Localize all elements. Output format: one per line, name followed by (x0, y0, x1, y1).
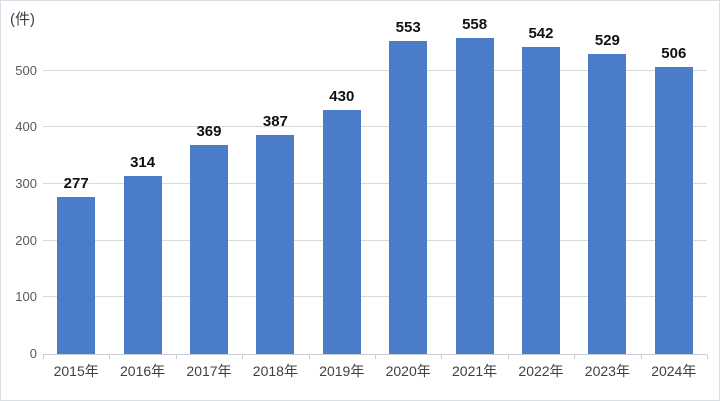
bar-slot: 553 (375, 19, 441, 354)
y-axis-unit-label: (件) (10, 11, 35, 28)
bar-value-label: 277 (63, 175, 89, 193)
bar-value-label: 529 (594, 32, 620, 50)
bar-slot: 558 (441, 16, 507, 354)
bar (256, 134, 295, 354)
x-axis-tick (43, 355, 44, 359)
x-axis-tick (441, 355, 443, 359)
bar-slot: 314 (109, 31, 175, 354)
x-axis-tick (109, 355, 111, 359)
x-tick-label: 2017年 (186, 363, 232, 379)
y-tick-label: 200 (15, 232, 37, 248)
x-tick-label: 2024年 (651, 363, 697, 379)
x-axis-tick (507, 355, 509, 359)
x-axis-tick (707, 355, 708, 359)
bar (123, 176, 162, 354)
bar-slot: 542 (508, 25, 574, 354)
bar-value-label: 430 (329, 88, 355, 106)
gridline (43, 126, 707, 128)
bar-slot: 529 (574, 31, 640, 354)
x-axis-tick (640, 355, 642, 359)
x-tick-label: 2020年 (385, 363, 431, 379)
x-tick-label: 2016年 (120, 363, 166, 379)
y-tick-label: 100 (15, 289, 37, 305)
bar (455, 37, 494, 354)
bar (322, 110, 361, 354)
x-tick-label: 2023年 (584, 363, 630, 379)
x-tick-label: 2019年 (319, 363, 365, 379)
bar-slot: 277 (43, 31, 109, 354)
bar (189, 144, 228, 354)
x-axis-tick (574, 355, 576, 359)
bar (57, 197, 96, 354)
bar-slot: 369 (176, 31, 242, 354)
bar (389, 40, 428, 354)
x-tick-label: 2022年 (518, 363, 564, 379)
bar-value-label: 369 (196, 122, 222, 140)
gridline (43, 239, 707, 241)
bar-slot: 430 (309, 31, 375, 354)
gridline (43, 183, 707, 184)
bar-value-label: 506 (661, 45, 687, 63)
x-axis-line (43, 354, 707, 355)
y-tick-label: 0 (29, 346, 37, 361)
plot-area: 277 314 369 387 430 553 558 542 529 506 (43, 16, 707, 354)
y-tick-label: 400 (15, 119, 37, 135)
x-axis-tick (175, 355, 177, 359)
bar (588, 54, 627, 354)
bar (521, 46, 560, 354)
bar-slot: 387 (242, 31, 308, 354)
bar-value-label: 314 (130, 154, 156, 172)
gridline (43, 296, 707, 298)
x-axis-tick (375, 355, 376, 359)
x-axis-tick (242, 355, 244, 359)
y-tick-label: 500 (15, 62, 37, 78)
gridline (43, 69, 707, 71)
y-tick-label: 300 (15, 176, 37, 191)
x-tick-label: 2018年 (252, 363, 298, 379)
x-tick-label: 2015年 (53, 363, 99, 379)
bar-value-label: 553 (395, 18, 421, 36)
bar-value-label: 387 (262, 112, 288, 130)
bar-value-label: 558 (462, 15, 488, 33)
x-axis-tick (308, 355, 310, 359)
bar (654, 67, 693, 354)
x-tick-label: 2021年 (452, 363, 498, 379)
bar-value-label: 542 (528, 24, 554, 42)
bar-slot: 506 (641, 31, 707, 354)
